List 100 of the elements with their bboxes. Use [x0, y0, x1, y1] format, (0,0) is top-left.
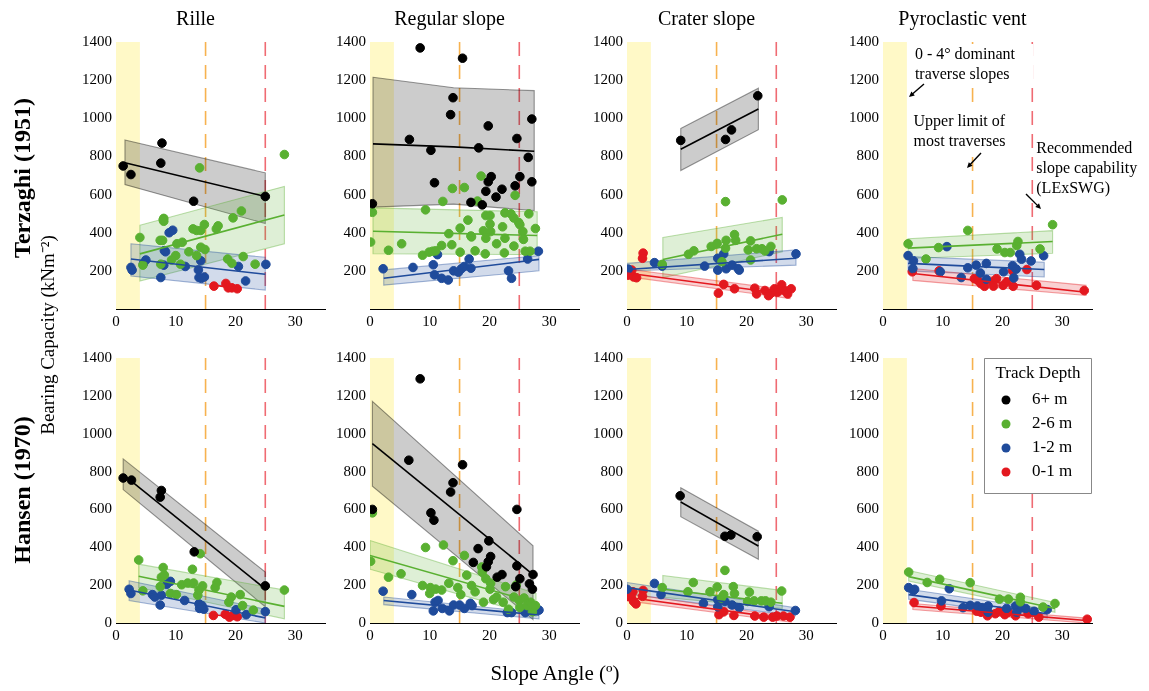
- y-tick-label: 1400: [849, 32, 879, 49]
- y-tick-label: 1200: [336, 386, 366, 403]
- y-tick-label: 800: [343, 462, 366, 479]
- legend-label: 2-6 m: [1032, 413, 1073, 433]
- x-tick-label: 10: [168, 626, 184, 643]
- x-tick-label: 10: [935, 626, 951, 643]
- y-tick-label: 1000: [82, 109, 112, 126]
- y-tick-label: 400: [600, 538, 623, 555]
- y-tick-label: 1000: [849, 424, 879, 441]
- y-tick-label: 200: [89, 576, 112, 593]
- chart-title: Pyroclastic vent: [898, 7, 1028, 31]
- legend-title: Track Depth: [995, 363, 1081, 383]
- x-tick-label: 10: [168, 312, 184, 329]
- text: Hansen (1970): [8, 415, 36, 566]
- y-tick-label: 1000: [593, 424, 623, 441]
- y-tick-label: 1200: [593, 71, 623, 88]
- y-tick-label: 200: [89, 261, 112, 278]
- y-tick-label: 1400: [849, 348, 879, 365]
- y-tick-label: 600: [89, 500, 112, 517]
- y-tick-label: 1400: [336, 348, 366, 365]
- y-tick-label: 1400: [336, 32, 366, 49]
- x-tick-label: 20: [227, 626, 243, 643]
- y-tick-label: 600: [343, 185, 366, 202]
- y-tick-label: 800: [600, 147, 623, 164]
- y-tick-label: 200: [856, 261, 879, 278]
- x-tick-label: 30: [798, 312, 814, 329]
- y-tick-label: 1200: [849, 386, 879, 403]
- chart-title: Regular slope: [394, 7, 505, 31]
- y-tick-label: 400: [856, 223, 879, 240]
- x-tick-label: 10: [422, 626, 438, 643]
- y-tick-label: 1000: [849, 109, 879, 126]
- y-tick-label: 400: [343, 538, 366, 555]
- x-tick-label: 30: [1054, 626, 1070, 643]
- y-tick-label: 1000: [336, 109, 366, 126]
- y-tick-label: 1000: [82, 424, 112, 441]
- y-axis-title: Bearing Capacity (kNm⁻²): [36, 234, 59, 437]
- x-tick-label: 20: [994, 312, 1010, 329]
- y-tick-label: 0: [358, 613, 366, 630]
- y-tick-label: 800: [89, 462, 112, 479]
- y-tick-label: 0: [871, 613, 879, 630]
- y-tick-label: 0: [104, 613, 112, 630]
- y-tick-label: 0: [615, 613, 623, 630]
- y-tick-label: 1200: [82, 386, 112, 403]
- y-tick-label: 800: [89, 147, 112, 164]
- y-tick-label: 1200: [82, 71, 112, 88]
- y-tick-label: 200: [343, 576, 366, 593]
- x-tick-label: 20: [227, 312, 243, 329]
- legend-label: 6+ m: [1032, 389, 1068, 409]
- y-tick-label: 1200: [849, 71, 879, 88]
- x-tick-label: 20: [738, 626, 754, 643]
- x-tick-label: 20: [481, 626, 497, 643]
- x-tick-label: 30: [798, 626, 814, 643]
- y-tick-label: 800: [343, 147, 366, 164]
- y-tick-label: 1000: [593, 109, 623, 126]
- y-tick-label: 600: [856, 185, 879, 202]
- y-tick-label: 800: [600, 462, 623, 479]
- y-tick-label: 1400: [82, 348, 112, 365]
- x-tick-label: 10: [935, 312, 951, 329]
- y-tick-label: 1400: [82, 32, 112, 49]
- x-tick-label: 30: [1054, 312, 1070, 329]
- y-tick-label: 800: [856, 462, 879, 479]
- x-tick-label: 20: [481, 312, 497, 329]
- chart-title: Crater slope: [657, 7, 756, 31]
- y-tick-label: 400: [600, 223, 623, 240]
- x-tick-label: 10: [679, 626, 695, 643]
- y-tick-label: 600: [856, 500, 879, 517]
- x-tick-label: 10: [679, 312, 695, 329]
- y-tick-label: 1400: [593, 348, 623, 365]
- text: Terzaghi (1951): [8, 97, 36, 260]
- ref-line-label: Recommended slope capability (LExSWG): [1036, 138, 1149, 198]
- y-tick-label: 400: [89, 538, 112, 555]
- ref-line-label: Upper limit of most traverses: [913, 111, 1018, 151]
- y-tick-label: 1000: [336, 424, 366, 441]
- x-tick-label: 30: [541, 626, 557, 643]
- band-label: 0 - 4° dominant traverse slopes: [914, 44, 1033, 84]
- y-tick-label: 600: [89, 185, 112, 202]
- x-tick-label: 20: [994, 626, 1010, 643]
- y-tick-label: 400: [856, 538, 879, 555]
- y-tick-label: 200: [600, 261, 623, 278]
- x-tick-label: 30: [541, 312, 557, 329]
- y-tick-label: 600: [600, 500, 623, 517]
- x-tick-label: 30: [287, 626, 303, 643]
- chart-title: Rille: [176, 7, 216, 30]
- x-tick-label: 20: [738, 312, 754, 329]
- legend-label: 1-2 m: [1032, 437, 1073, 457]
- y-tick-label: 200: [600, 576, 623, 593]
- y-tick-label: 200: [856, 576, 879, 593]
- y-tick-label: 1200: [336, 71, 366, 88]
- legend-label: 0-1 m: [1032, 461, 1073, 481]
- y-tick-label: 400: [89, 223, 112, 240]
- y-tick-label: 400: [343, 223, 366, 240]
- y-tick-label: 600: [600, 185, 623, 202]
- y-tick-label: 1400: [593, 32, 623, 49]
- y-tick-label: 800: [856, 147, 879, 164]
- y-tick-label: 200: [343, 261, 366, 278]
- x-tick-label: 30: [287, 312, 303, 329]
- x-tick-label: 10: [422, 312, 438, 329]
- y-tick-label: 1200: [593, 386, 623, 403]
- y-tick-label: 600: [343, 500, 366, 517]
- x-axis-title: Slope Angle (º): [489, 661, 621, 686]
